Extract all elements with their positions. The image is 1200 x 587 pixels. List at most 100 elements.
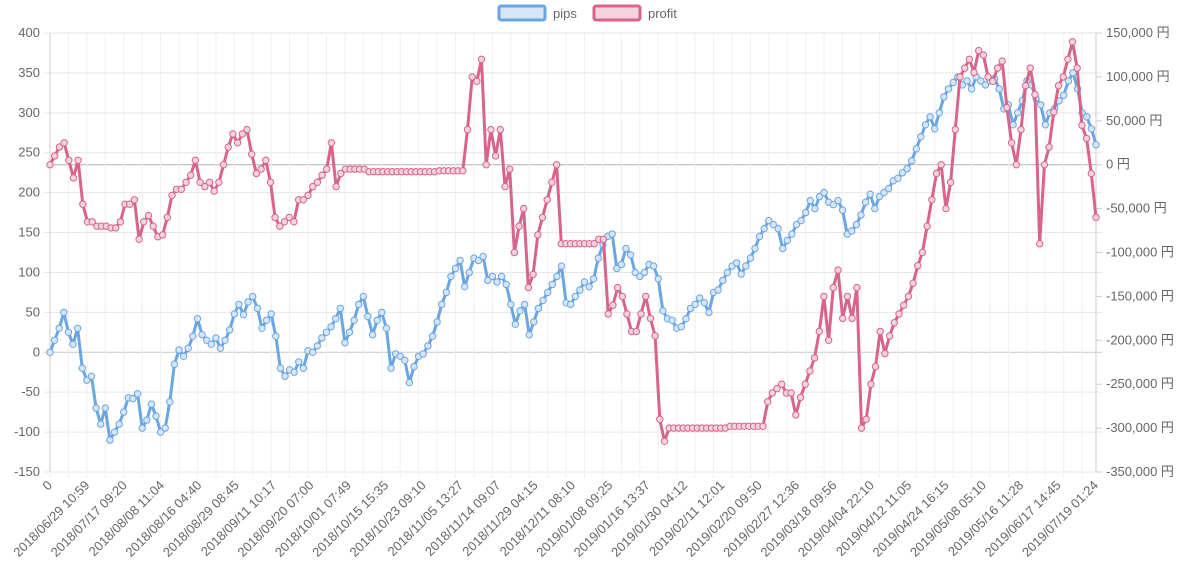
pips-point[interactable] (742, 262, 750, 270)
pips-point[interactable] (848, 227, 856, 235)
profit-point[interactable] (515, 222, 523, 230)
profit-point[interactable] (989, 77, 997, 86)
profit-point[interactable] (224, 143, 232, 151)
profit-point[interactable] (543, 196, 551, 204)
pips-point[interactable] (207, 340, 216, 348)
profit-point[interactable] (238, 130, 247, 138)
profit-point[interactable] (1054, 82, 1063, 90)
pips-point[interactable] (106, 436, 114, 444)
pips-point[interactable] (580, 278, 589, 286)
profit-point[interactable] (196, 178, 204, 187)
profit-point[interactable] (309, 182, 317, 191)
pips-point[interactable] (682, 315, 690, 323)
profit-point[interactable] (266, 178, 275, 187)
pips-point[interactable] (1060, 91, 1068, 100)
pips-point[interactable] (46, 348, 54, 356)
profit-point[interactable] (1021, 82, 1030, 90)
profit-point[interactable] (243, 125, 251, 134)
pips-point[interactable] (193, 315, 202, 323)
pips-point[interactable] (530, 318, 538, 326)
profit-point[interactable] (923, 222, 931, 230)
pips-point[interactable] (792, 220, 801, 229)
profit-point[interactable] (140, 218, 148, 226)
pips-point[interactable] (765, 216, 773, 225)
profit-point[interactable] (1045, 143, 1053, 151)
pips-point[interactable] (345, 328, 354, 336)
profit-point[interactable] (764, 398, 772, 406)
legend-profit-label[interactable]: profit (648, 6, 677, 21)
pips-point[interactable] (779, 244, 787, 253)
profit-point[interactable] (609, 301, 617, 309)
pips-point[interactable] (368, 331, 377, 339)
profit-point[interactable] (473, 77, 481, 86)
profit-point[interactable] (1073, 64, 1081, 72)
pips-point[interactable] (880, 188, 888, 197)
pips-point[interactable] (626, 251, 635, 259)
pips-point[interactable] (359, 292, 367, 301)
profit-point[interactable] (135, 235, 143, 244)
profit-point[interactable] (660, 437, 669, 445)
pips-point[interactable] (203, 336, 211, 344)
profit-point[interactable] (1087, 169, 1096, 178)
profit-point[interactable] (529, 270, 537, 279)
pips-point[interactable] (313, 342, 321, 350)
legend-pips-label[interactable]: pips (553, 6, 577, 21)
pips-point[interactable] (249, 292, 257, 301)
pips-point[interactable] (866, 190, 874, 198)
profit-point[interactable] (885, 332, 894, 340)
profit-point[interactable] (271, 213, 279, 222)
profit-point[interactable] (60, 139, 68, 147)
profit-point[interactable] (1059, 73, 1067, 81)
pips-point[interactable] (898, 169, 907, 177)
pips-point[interactable] (60, 308, 68, 317)
pips-point[interactable] (1083, 113, 1091, 121)
pips-point[interactable] (585, 283, 593, 291)
profit-point[interactable] (201, 182, 209, 191)
profit-point[interactable] (975, 46, 983, 55)
pips-point[interactable] (769, 220, 778, 229)
profit-point[interactable] (534, 231, 542, 239)
profit-point[interactable] (984, 73, 992, 81)
profit-point[interactable] (618, 292, 626, 301)
profit-point[interactable] (459, 167, 467, 175)
pips-point[interactable] (511, 320, 520, 328)
pips-point[interactable] (797, 216, 805, 225)
profit-point[interactable] (46, 161, 54, 169)
profit-point[interactable] (51, 152, 59, 160)
pips-point[interactable] (857, 211, 865, 219)
pips-point[interactable] (516, 307, 524, 315)
profit-point[interactable] (130, 196, 139, 204)
pips-point[interactable] (290, 368, 298, 376)
pips-point[interactable] (447, 272, 455, 281)
pips-point[interactable] (894, 174, 902, 183)
pips-point[interactable] (802, 208, 810, 217)
profit-point[interactable] (956, 73, 964, 81)
profit-point[interactable] (126, 200, 134, 208)
profit-point[interactable] (327, 139, 336, 147)
profit-point[interactable] (867, 380, 875, 388)
pips-point[interactable] (815, 192, 824, 201)
pips-point[interactable] (239, 311, 248, 319)
pips-point[interactable] (87, 372, 96, 380)
profit-point[interactable] (65, 156, 73, 165)
profit-point[interactable] (55, 143, 64, 151)
pips-point[interactable] (410, 362, 418, 371)
profit-point[interactable] (112, 224, 120, 232)
pips-point[interactable] (719, 276, 727, 285)
profit-point[interactable] (182, 178, 190, 187)
profit-point[interactable] (970, 68, 978, 77)
profit-point[interactable] (623, 310, 631, 318)
profit-point[interactable] (1017, 125, 1025, 134)
pips-point[interactable] (751, 244, 759, 253)
pips-point[interactable] (166, 398, 174, 406)
profit-point[interactable] (951, 125, 959, 134)
pips-point[interactable] (1087, 125, 1096, 133)
profit-point[interactable] (857, 424, 866, 432)
profit-point[interactable] (491, 152, 500, 160)
profit-point[interactable] (501, 182, 509, 191)
pips-point[interactable] (350, 316, 358, 324)
pips-point[interactable] (571, 292, 579, 301)
pips-point[interactable] (64, 328, 73, 336)
profit-point[interactable] (895, 310, 903, 318)
pips-point[interactable] (723, 268, 732, 277)
